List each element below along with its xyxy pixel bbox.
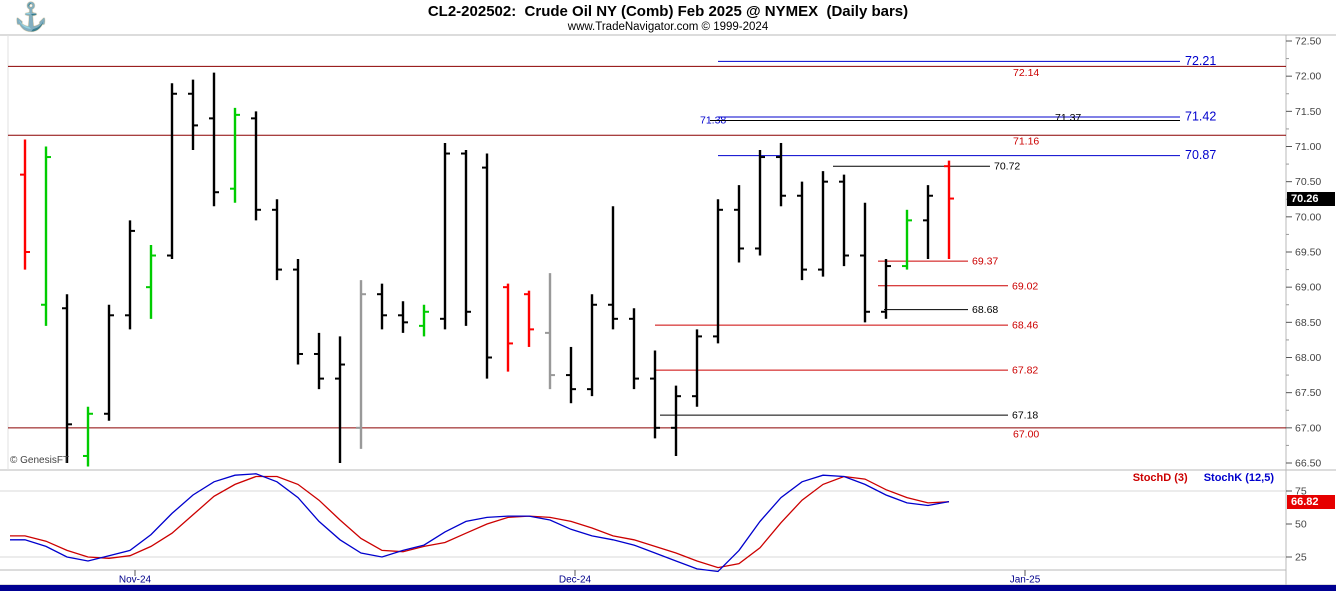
price-axis-label: 72.00 (1295, 71, 1321, 83)
price-level-label: 71.42 (1185, 109, 1216, 123)
price-axis-label: 68.50 (1295, 317, 1321, 329)
price-level-label: 71.37 (1055, 112, 1081, 124)
price-level-label: 69.02 (1012, 280, 1038, 292)
stoch-axis-label: 75 (1295, 486, 1307, 498)
price-axis-label: 67.50 (1295, 387, 1321, 399)
price-level-label: 68.46 (1012, 320, 1038, 332)
price-level-label: 68.68 (972, 304, 998, 316)
stochd-label: StochD (3) (1132, 472, 1188, 484)
stoch-axis-label: 50 (1295, 519, 1307, 531)
price-axis-label: 68.00 (1295, 352, 1321, 364)
stoch-legend: StochD (3) StochK (12,5) (1133, 472, 1274, 484)
genesis-anchor-icon: ⚓ (14, 2, 48, 32)
stoch-axis-label: 25 (1295, 552, 1307, 564)
stochd-line (10, 475, 950, 569)
x-axis-label: Dec-24 (559, 575, 592, 586)
price-level-label: 69.37 (972, 256, 998, 268)
price-level-label: 67.82 (1012, 365, 1038, 377)
price-axis-label: 70.00 (1295, 211, 1321, 223)
stochk-label: StochK (12,5) (1203, 472, 1274, 484)
price-axis-label: 70.50 (1295, 176, 1321, 188)
price-axis-label: 71.00 (1295, 141, 1321, 153)
price-level-label: 70.87 (1185, 148, 1216, 162)
price-level-label: 70.72 (994, 161, 1020, 173)
chart-title: CL2-202502: Crude Oil NY (Comb) Feb 2025… (427, 3, 909, 20)
x-axis-label: Jan-25 (1010, 575, 1041, 586)
price-axis-label: 72.50 (1295, 36, 1321, 48)
price-axis-label: 67.00 (1295, 422, 1321, 434)
price-level-label: 67.18 (1012, 410, 1038, 422)
price-level-label: 72.14 (1013, 67, 1039, 79)
genesisft-watermark: © GenesisFT (10, 455, 70, 466)
price-level-label: 71.16 (1013, 136, 1039, 148)
x-axis-label: Nov-24 (119, 575, 152, 586)
price-axis-label: 69.00 (1295, 282, 1321, 294)
last-price-badge: 70.26 (1287, 191, 1335, 206)
stochk-line (10, 473, 950, 573)
price-axis-label: 71.50 (1295, 106, 1321, 118)
price-axis-label: 69.50 (1295, 247, 1321, 259)
chart-subtitle: www.TradeNavigator.com © 1999-2024 (567, 21, 769, 33)
price-level-label: 67.00 (1013, 428, 1039, 440)
stoch-value-badge: 66.82 (1287, 494, 1335, 509)
bottom-scrollbar[interactable] (0, 585, 1336, 591)
price-level-label: 72.21 (1185, 54, 1216, 68)
price-axis-label: 66.50 (1295, 458, 1321, 470)
